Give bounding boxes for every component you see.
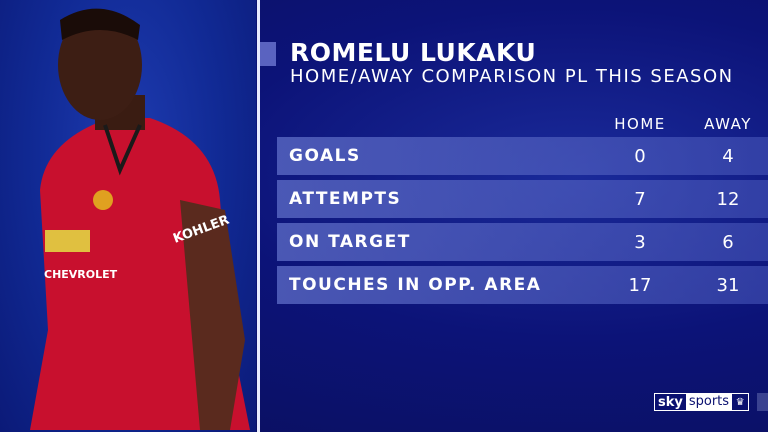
column-header-home: HOME xyxy=(614,115,666,133)
row-label: ATTEMPTS xyxy=(289,189,402,209)
home-value: 0 xyxy=(634,145,646,167)
sponsor-text: CHEVROLET xyxy=(44,268,118,281)
away-value: 12 xyxy=(716,188,740,210)
row-label: GOALS xyxy=(289,146,361,166)
premier-league-lion-icon: ♛ xyxy=(732,396,749,408)
logo-accent xyxy=(757,393,768,411)
sky-sports-logo: sky sports ♛ xyxy=(654,393,750,411)
divider xyxy=(257,0,260,432)
table-row: TOUCHES IN OPP. AREA 17 31 xyxy=(277,266,768,304)
home-value: 3 xyxy=(634,231,646,253)
column-header-away: AWAY xyxy=(704,115,752,133)
player-photo: CHEVROLET KOHLER xyxy=(30,8,250,430)
away-value: 6 xyxy=(722,231,734,253)
page-subtitle: HOME/AWAY COMPARISON PL THIS SEASON xyxy=(290,66,734,87)
table-row: ATTEMPTS 7 12 xyxy=(277,180,768,218)
title-accent xyxy=(260,42,276,66)
row-label: TOUCHES IN OPP. AREA xyxy=(289,275,542,295)
away-value: 4 xyxy=(722,145,734,167)
home-value: 7 xyxy=(634,188,646,210)
table-row: ON TARGET 3 6 xyxy=(277,223,768,261)
away-value: 31 xyxy=(716,274,740,296)
page-title: ROMELU LUKAKU xyxy=(290,38,537,67)
table-row: GOALS 0 4 xyxy=(277,137,768,175)
home-value: 17 xyxy=(628,274,652,296)
row-label: ON TARGET xyxy=(289,232,411,252)
